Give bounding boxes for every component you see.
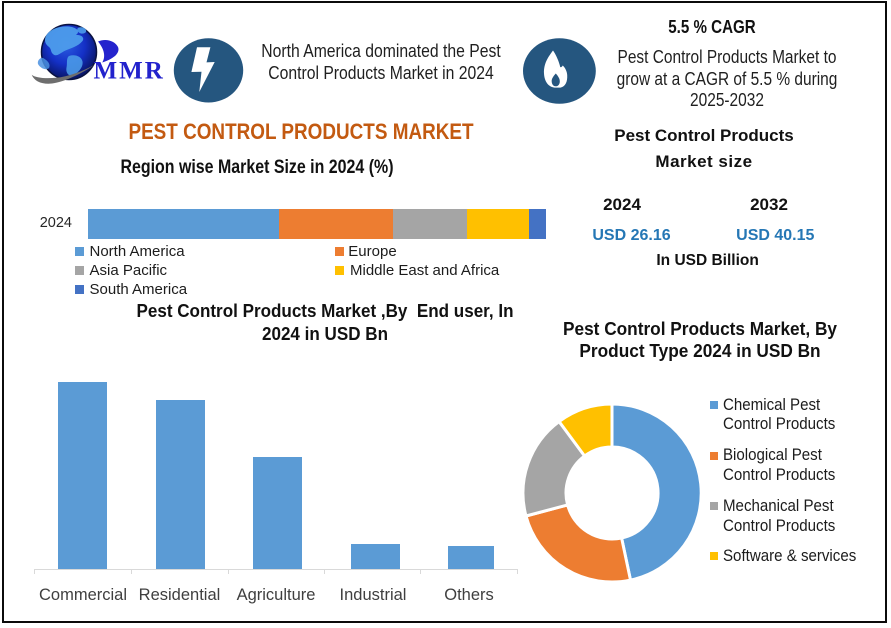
svg-text:MMR: MMR (94, 58, 165, 85)
